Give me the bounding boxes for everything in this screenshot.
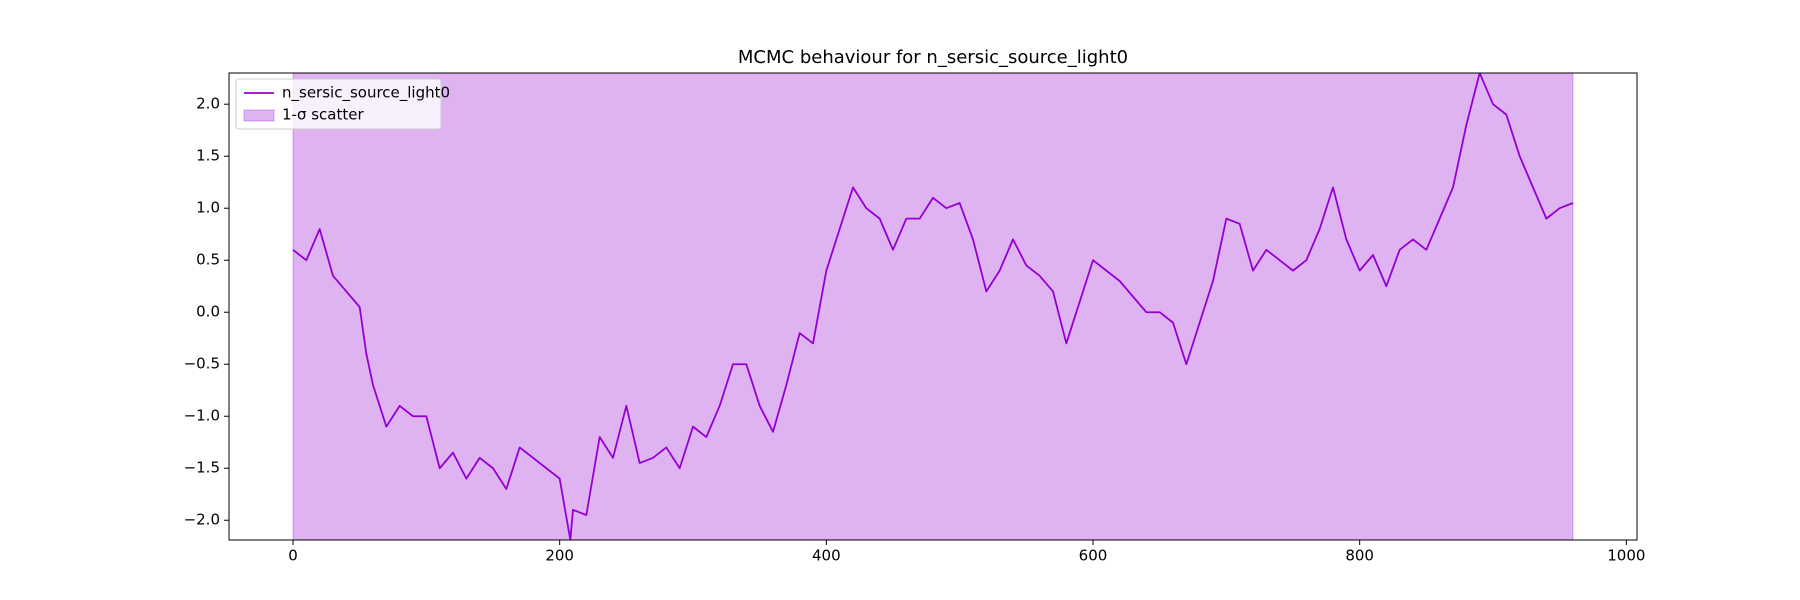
x-tick-label: 400	[812, 547, 841, 565]
chart-title: MCMC behaviour for n_sersic_source_light…	[738, 47, 1128, 68]
x-tick-label: 0	[288, 547, 298, 565]
x-tick-label: 200	[545, 547, 574, 565]
plot-area	[292, 73, 1574, 540]
scatter-band	[292, 73, 1574, 540]
y-tick-label: −1.0	[184, 407, 220, 425]
legend-label: 1-σ scatter	[282, 106, 364, 124]
x-tick-label: 800	[1345, 547, 1374, 565]
series-line	[292, 73, 1574, 540]
y-tick-label: 1.5	[196, 147, 220, 165]
legend-box	[235, 78, 442, 130]
legend-patch	[243, 109, 275, 122]
y-tick-label: 0.0	[196, 303, 220, 321]
legend-label: n_sersic_source_light0	[282, 84, 450, 103]
y-tick-label: 2.0	[196, 95, 220, 113]
y-tick-label: −2.0	[184, 511, 220, 529]
plot-frame	[228, 72, 1638, 541]
y-tick-label: −0.5	[184, 355, 220, 373]
x-tick-label: 1000	[1607, 547, 1645, 565]
y-tick-label: 0.5	[196, 251, 220, 269]
x-tick-label: 600	[1079, 547, 1108, 565]
y-tick-label: −1.5	[184, 459, 220, 477]
y-tick-label: 1.0	[196, 199, 220, 217]
